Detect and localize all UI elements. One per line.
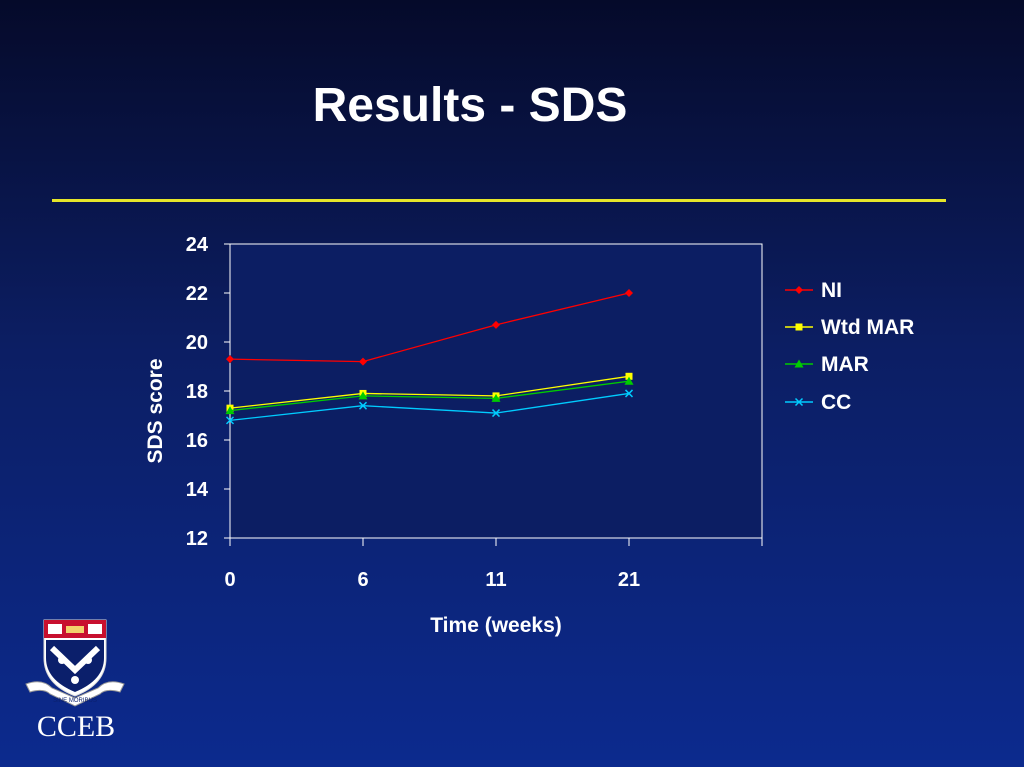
series-line-wtd-mar xyxy=(229,375,630,409)
logo-motto: SINE MORIBUS xyxy=(53,698,97,704)
y-tick-label: 22 xyxy=(186,283,208,305)
data-point-wtd-mar xyxy=(625,372,633,380)
legend-label: Wtd MAR xyxy=(821,316,914,339)
data-point-ni xyxy=(359,357,367,366)
legend-swatch-marker xyxy=(795,323,803,331)
legend-item-wtd-mar: Wtd MAR xyxy=(785,316,914,339)
data-point-cc xyxy=(491,409,501,418)
data-point-cc xyxy=(624,389,634,398)
marker-x-stroke xyxy=(491,409,501,418)
data-point-mar xyxy=(491,393,501,402)
title-divider xyxy=(52,199,946,202)
x-tick-label: 11 xyxy=(485,569,506,591)
marker-x-stroke xyxy=(794,397,804,407)
plot-area xyxy=(229,243,763,539)
legend-label: NI xyxy=(821,279,842,302)
data-point-mar xyxy=(624,376,634,385)
x-tick-label: 0 xyxy=(224,569,235,591)
series-line-mar xyxy=(229,380,630,412)
legend-item-ni: NI xyxy=(785,279,842,302)
legend-swatch-marker xyxy=(794,359,804,368)
data-point-ni xyxy=(226,355,234,364)
legend-swatch-marker xyxy=(794,397,804,407)
y-tick-label: 12 xyxy=(186,528,208,550)
legend-label: CC xyxy=(821,391,851,414)
x-tick-label: 21 xyxy=(618,569,640,591)
institution-name: CCEB xyxy=(36,710,116,743)
legend-item-cc: CC xyxy=(785,391,851,414)
y-tick-label: 14 xyxy=(186,479,209,501)
marker-x-stroke xyxy=(624,389,634,398)
data-point-mar xyxy=(358,391,368,400)
y-tick-label: 24 xyxy=(186,234,209,256)
x-tick-label: 6 xyxy=(357,569,368,591)
data-point-cc xyxy=(358,401,368,410)
data-point-ni xyxy=(492,320,500,329)
x-axis-label: Time (weeks) xyxy=(430,614,562,637)
university-shield-logo: SINE MORIBUS xyxy=(22,618,128,710)
slide-title: Results - SDS xyxy=(312,79,628,132)
y-tick-label: 16 xyxy=(186,430,208,452)
y-tick-label: 20 xyxy=(186,332,208,354)
data-point-ni xyxy=(625,289,633,297)
data-point-mar xyxy=(225,406,235,415)
legend-item-mar: MAR xyxy=(785,353,869,376)
legend-label: MAR xyxy=(821,353,869,376)
legend-swatch-marker xyxy=(795,286,803,294)
y-axis-label: SDS score xyxy=(144,358,167,463)
series-line-ni xyxy=(229,292,630,363)
marker-x-stroke xyxy=(225,416,235,425)
series-line-cc xyxy=(229,392,630,422)
y-tick-label: 18 xyxy=(186,381,208,403)
marker-x-stroke xyxy=(358,401,368,410)
data-point-cc xyxy=(225,416,235,425)
